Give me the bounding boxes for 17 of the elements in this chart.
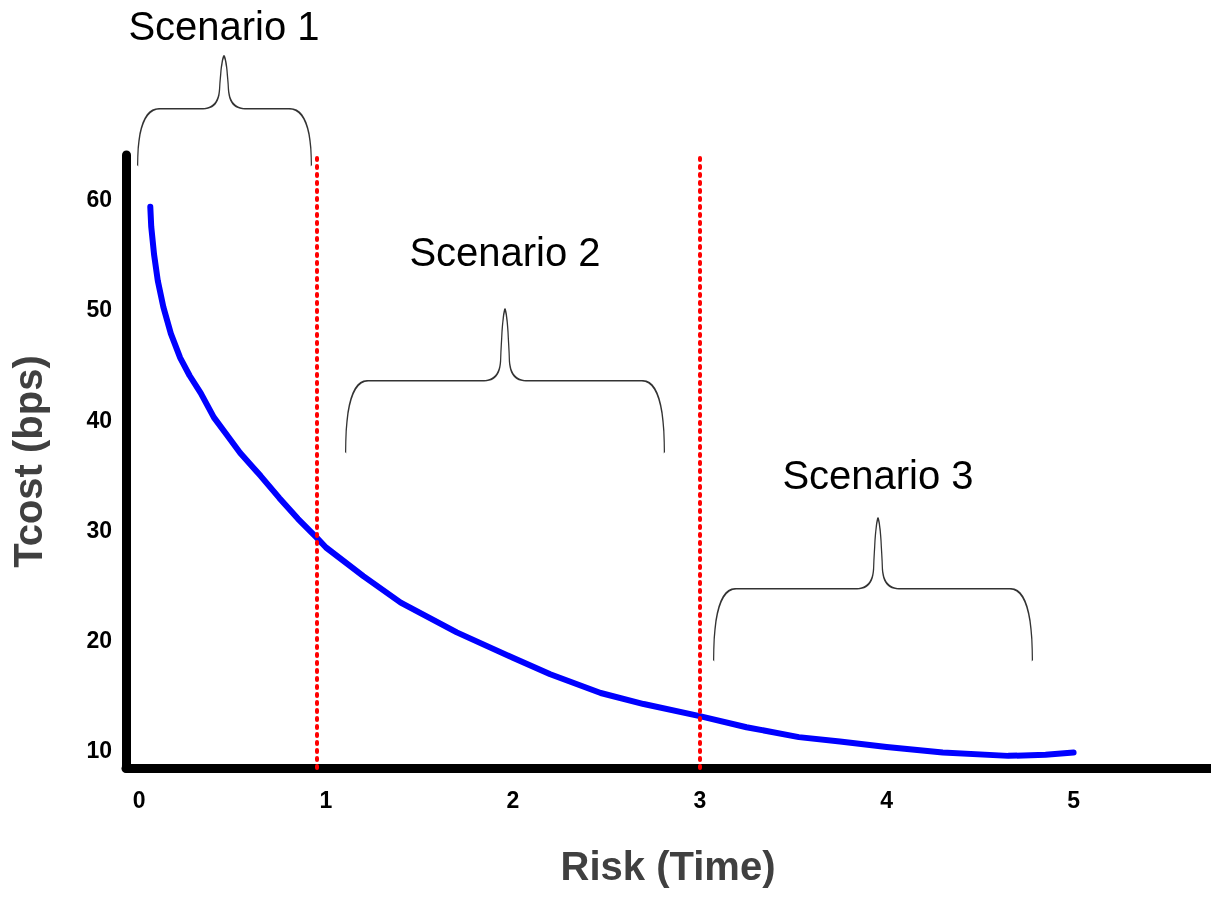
y-tick-label: 10 (86, 737, 112, 764)
x-tick-label: 4 (880, 786, 894, 813)
annotation: Scenario 2 (409, 230, 601, 275)
annotation: Scenario 3 (782, 453, 974, 498)
y-tick-label: 40 (86, 406, 112, 433)
y-tick-label: 60 (86, 186, 112, 213)
y-tick-label: 30 (86, 516, 112, 543)
x-tick-label: 2 (506, 786, 520, 813)
y-tick-label: 20 (86, 627, 112, 654)
text: Scenario 1 (128, 4, 320, 49)
x-tick-label: 1 (319, 786, 333, 813)
x-tick-label: 0 (132, 786, 146, 813)
x-tick-label: 5 (1067, 786, 1081, 813)
x-axis-title: Risk (Time) (560, 844, 776, 888)
y-tick-label: 50 (86, 296, 112, 323)
y-axis-title: Tcost (bps) (6, 355, 50, 568)
x-tick-label: 3 (693, 786, 707, 813)
